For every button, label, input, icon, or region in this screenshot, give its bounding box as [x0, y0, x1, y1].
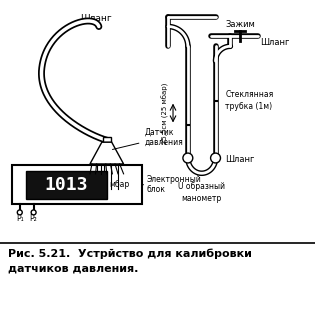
Text: 1013: 1013 [44, 176, 88, 194]
Text: Шланг: Шланг [80, 13, 112, 23]
Text: Стеклянная
трубка (1м): Стеклянная трубка (1м) [226, 90, 274, 111]
Circle shape [31, 210, 36, 215]
Text: P₂: P₂ [30, 214, 38, 223]
Bar [12, 165, 142, 204]
Text: Датчик
давления: Датчик давления [112, 128, 183, 149]
Polygon shape [90, 142, 123, 164]
Circle shape [211, 153, 220, 163]
Circle shape [17, 210, 22, 215]
Text: Электронный
блок: Электронный блок [142, 175, 201, 195]
Text: Шланг: Шланг [260, 38, 289, 47]
Text: Шланг: Шланг [226, 156, 255, 164]
Text: Зажим: Зажим [226, 20, 255, 28]
Bar [26, 171, 107, 198]
Text: мбар: мбар [110, 180, 130, 189]
Bar [1, 4, 315, 242]
Text: Рис. 5.21.  Устрйство для калибровки
датчиков давления.: Рис. 5.21. Устрйство для калибровки датч… [8, 249, 252, 274]
Text: U образный
манометр: U образный манометр [178, 182, 225, 203]
Bar [103, 137, 111, 142]
Circle shape [183, 153, 193, 163]
Text: P₁: P₁ [16, 214, 24, 223]
Text: 25,5см (25 мбар): 25,5см (25 мбар) [162, 82, 169, 144]
